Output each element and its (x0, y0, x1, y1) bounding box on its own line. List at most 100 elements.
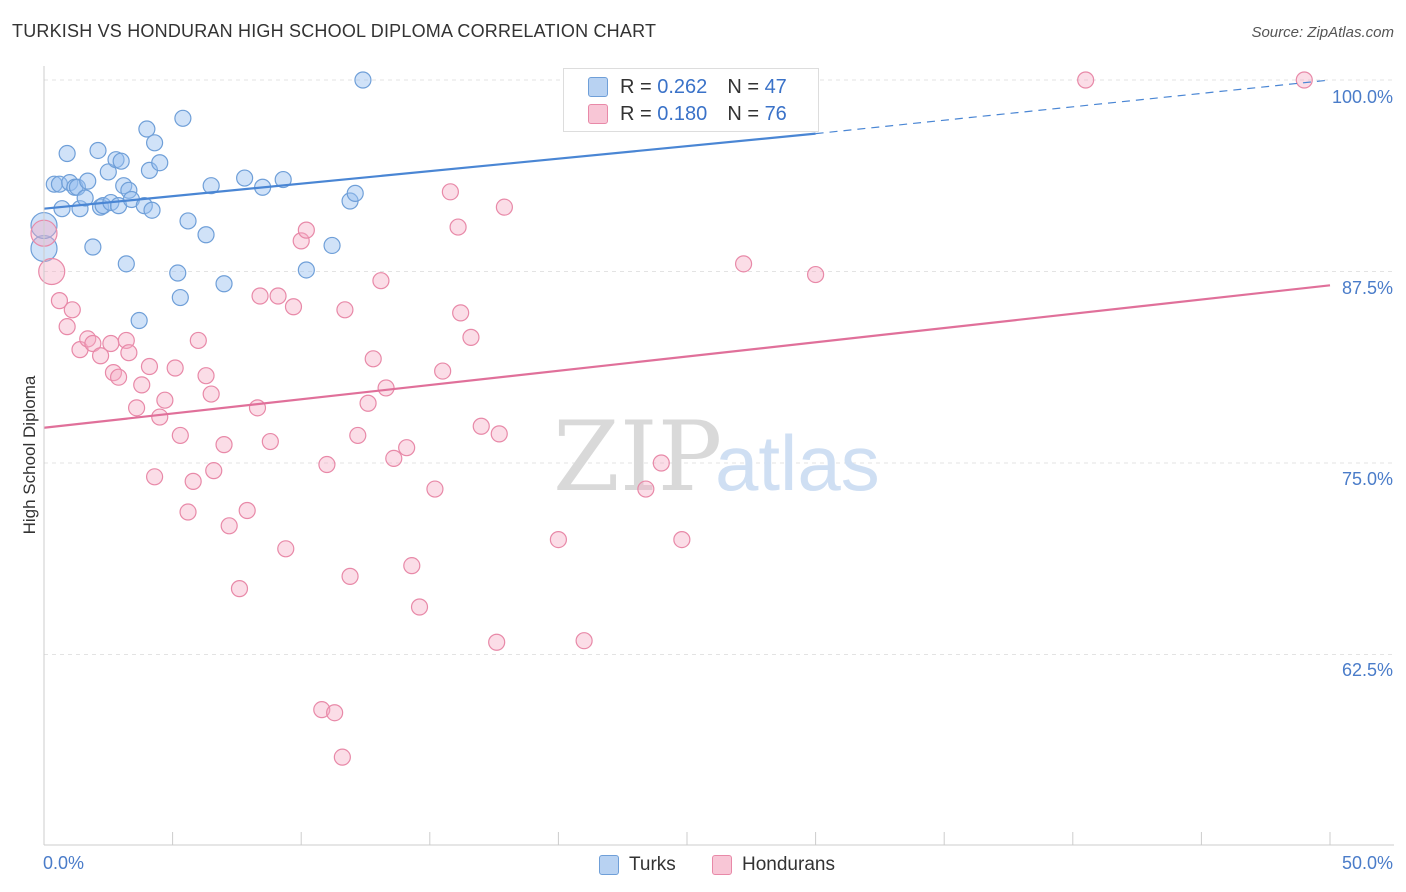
hondurans-point-13 (120, 344, 138, 362)
hondurans-point-58 (449, 218, 467, 236)
axes (43, 66, 1394, 846)
n-label: N = (727, 75, 759, 98)
hondurans-point-38 (292, 232, 310, 250)
hondurans-point-15 (133, 376, 151, 394)
turks-point-41 (274, 170, 292, 189)
turks-point-46 (354, 71, 372, 89)
hondurans-point-51 (385, 449, 403, 468)
hondurans-n-value: 76 (764, 102, 787, 125)
hondurans-point-19 (156, 391, 174, 409)
hondurans-point-25 (197, 367, 215, 385)
hondurans-point-40 (313, 701, 331, 719)
hondurans-point-42 (326, 704, 344, 722)
hondurans-point-28 (215, 436, 233, 454)
hondurans-point-30 (230, 580, 249, 598)
turks-trend-extension (815, 79, 1331, 135)
y-tick-label-100: 100.0% (1331, 87, 1393, 107)
hondurans-point-61 (472, 417, 490, 435)
turks-point-33 (171, 288, 189, 307)
hondurans-point-14 (127, 399, 146, 417)
hondurans-point-9 (102, 334, 120, 353)
hondurans-point-50 (377, 379, 395, 397)
hondurans-point-48 (364, 350, 382, 368)
gridlines (44, 79, 1394, 655)
hondurans-point-74 (1295, 71, 1313, 89)
hondurans-point-7 (84, 334, 102, 353)
hondurans-point-57 (441, 183, 459, 201)
hondurans-r-value: 0.180 (657, 102, 708, 125)
x-tick-label-max: 50.0% (1341, 853, 1393, 873)
hondurans-point-3 (58, 318, 76, 336)
turks-point-37 (202, 177, 220, 195)
turks-point-12 (84, 238, 102, 256)
hondurans-point-10 (104, 364, 123, 382)
hondurans-point-46 (349, 426, 367, 445)
hondurans-point-63 (490, 425, 508, 443)
hondurans-legend-swatch (712, 855, 732, 875)
hondurans-point-1 (38, 257, 66, 286)
turks-swatch (588, 77, 608, 97)
hondurans-point-34 (261, 432, 279, 451)
chart-title: TURKISH VS HONDURAN HIGH SCHOOL DIPLOMA … (12, 21, 657, 41)
hondurans-point-36 (277, 540, 295, 558)
hondurans-point-54 (410, 598, 429, 616)
turks-point-42 (297, 261, 315, 279)
hondurans-point-2 (50, 292, 69, 310)
turks-point-43 (323, 236, 341, 255)
turks-point-22 (117, 255, 135, 273)
hondurans-point-72 (806, 265, 825, 284)
turks-point-20 (112, 152, 130, 170)
y-tick-label-62-5: 62.5% (1341, 660, 1393, 680)
legend-row-hondurans: R = 0.180 N = 76 (588, 102, 787, 126)
hondurans-point-27 (205, 462, 223, 480)
hondurans-point-44 (336, 301, 354, 319)
hondurans-point-35 (269, 287, 287, 305)
turks-point-45 (346, 184, 364, 202)
hondurans-point-23 (184, 472, 202, 490)
hondurans-legend-label: Hondurans (742, 854, 835, 875)
hondurans-point-26 (202, 385, 220, 403)
turks-point-25 (130, 311, 148, 330)
turks-point-13 (89, 141, 107, 160)
hondurans-point-70 (734, 255, 753, 273)
turks-point-27 (138, 120, 156, 138)
hondurans-point-67 (637, 480, 655, 498)
hondurans-point-22 (179, 503, 197, 521)
hondurans-point-4 (63, 301, 81, 319)
hondurans-point-56 (434, 362, 452, 380)
turks-point-30 (145, 134, 164, 152)
y-tick-label-87-5: 87.5% (1341, 278, 1393, 298)
turks-point-29 (143, 201, 161, 219)
hondurans-point-69 (673, 530, 691, 549)
x-tick-label-min: 0.0% (43, 853, 85, 873)
stats-legend: R = 0.262 N = 47 R = 0.180 N = 76 (563, 68, 819, 132)
trend-lines (43, 79, 1331, 429)
turks-r-value: 0.262 (657, 75, 708, 98)
hondurans-point-43 (333, 748, 351, 766)
hondurans-point-45 (341, 567, 359, 585)
hondurans-point-59 (452, 304, 470, 322)
hondurans-point-49 (372, 272, 390, 290)
hondurans-point-37 (284, 298, 303, 316)
y-tick-label-75: 75.0% (1341, 469, 1393, 489)
turks-point-36 (197, 226, 215, 244)
watermark-zip: ZIP (553, 401, 722, 513)
turks-legend-swatch (599, 855, 619, 875)
turks-point-32 (169, 264, 187, 282)
turks-point-10 (76, 189, 94, 207)
hondurans-trend-line (43, 284, 1331, 429)
hondurans-point-66 (575, 632, 593, 650)
hondurans-point-24 (189, 331, 207, 350)
turks-point-38 (215, 275, 233, 293)
hondurans-point-6 (79, 330, 97, 348)
hondurans-point-20 (166, 359, 184, 377)
watermark-atlas: atlas (715, 419, 880, 507)
r-label: R = (620, 75, 652, 98)
legend-item-hondurans: Hondurans (712, 852, 835, 878)
hondurans-point-18 (151, 408, 169, 426)
hondurans-point-17 (145, 468, 164, 486)
hondurans-point-29 (220, 517, 238, 535)
hondurans-point-47 (359, 394, 377, 412)
hondurans-point-21 (171, 426, 189, 445)
